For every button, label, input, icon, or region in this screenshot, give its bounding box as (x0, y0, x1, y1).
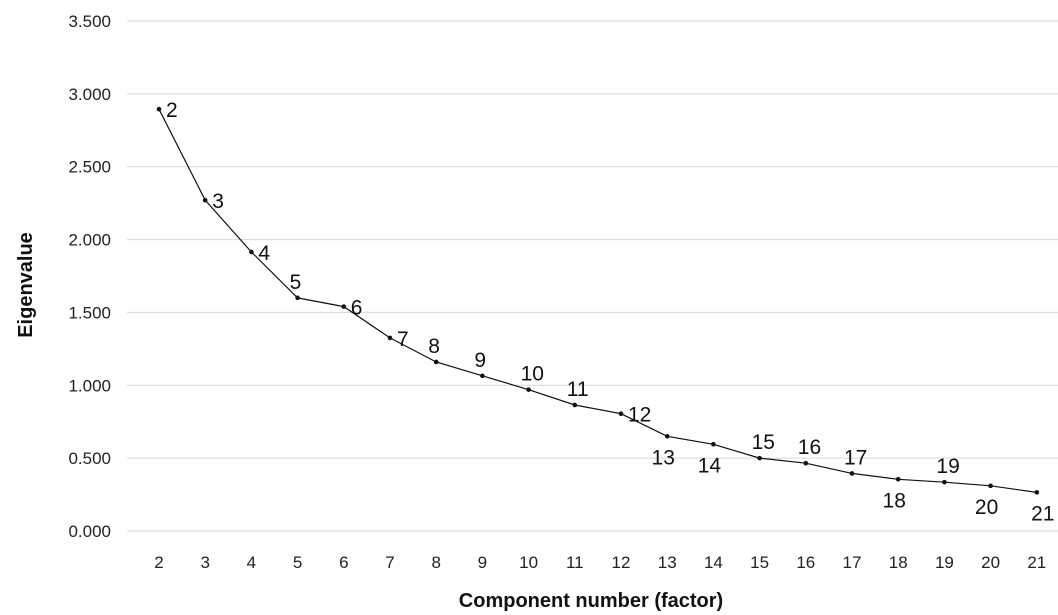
y-axis-title: Eigenvalue (15, 232, 37, 338)
data-point (387, 335, 393, 341)
point-label: 10 (521, 363, 544, 386)
data-point (480, 373, 485, 379)
data-point (526, 387, 531, 392)
data-point (433, 359, 439, 365)
y-tick-label: 2.500 (68, 158, 111, 177)
data-point (202, 197, 208, 203)
data-point (618, 411, 624, 417)
point-label: 3 (212, 190, 224, 213)
data-point (803, 460, 809, 466)
point-label: 5 (290, 271, 302, 294)
x-tick-label: 2 (154, 553, 163, 572)
data-point (572, 402, 578, 408)
data-point (664, 433, 670, 439)
point-label: 19 (936, 455, 959, 478)
point-label: 7 (397, 328, 409, 351)
data-point (895, 476, 901, 482)
y-tick-label: 3.500 (68, 12, 111, 31)
x-tick-label: 8 (431, 553, 440, 572)
point-label: 16 (798, 436, 821, 459)
y-tick-label: 1.500 (68, 303, 111, 322)
data-point (849, 471, 855, 476)
point-label: 6 (351, 297, 363, 320)
x-tick-label: 14 (704, 553, 723, 572)
point-label: 11 (567, 378, 589, 401)
data-point (757, 455, 762, 461)
x-tick-label: 18 (889, 553, 908, 572)
point-label: 8 (428, 335, 440, 358)
x-tick-label: 10 (519, 553, 538, 572)
y-tick-label: 3.000 (68, 85, 111, 104)
point-label: 4 (258, 242, 270, 265)
x-tick-label: 6 (339, 553, 348, 572)
eigenvalue-line (158, 108, 1037, 493)
x-tick-label: 16 (796, 553, 815, 572)
y-tick-label: 1.000 (68, 376, 111, 395)
x-tick-label: 9 (478, 553, 487, 572)
x-tick-label: 5 (293, 553, 302, 572)
point-label: 21 (1031, 502, 1054, 525)
point-label: 9 (474, 349, 486, 372)
x-tick-label: 3 (200, 553, 209, 572)
data-point (341, 304, 347, 309)
x-tick-label: 12 (612, 553, 631, 572)
x-tick-label: 21 (1027, 553, 1046, 572)
x-tick-label: 7 (385, 553, 394, 572)
data-point (295, 295, 300, 301)
point-label: 17 (844, 446, 867, 469)
x-tick-label: 20 (981, 553, 1000, 572)
data-point (249, 249, 254, 255)
data-point (1034, 490, 1040, 495)
y-tick-label: 2.000 (68, 231, 111, 250)
data-point (988, 483, 993, 489)
x-tick-label: 19 (935, 553, 954, 572)
point-label: 18 (883, 489, 906, 512)
y-axis-ticks: 0.000 0.500 1.000 1.500 2.000 2.500 3.000 3.500 (68, 12, 111, 541)
x-tick-label: 4 (247, 553, 256, 572)
data-point (942, 479, 947, 485)
point-label: 15 (752, 431, 775, 454)
x-tick-label: 15 (750, 553, 769, 572)
data-point (156, 106, 162, 112)
point-label: 12 (628, 404, 651, 427)
x-tick-label: 17 (843, 553, 862, 572)
x-tick-label: 13 (658, 553, 677, 572)
point-label: 14 (698, 454, 722, 477)
point-label: 20 (975, 496, 998, 519)
data-points (156, 106, 1040, 495)
y-tick-label: 0.000 (68, 522, 111, 541)
x-axis-ticks: 2 3 4 5 6 7 8 9 10 11 12 13 14 15 16 17 18 19 20 21 (154, 553, 1046, 572)
gridlines (127, 20, 1058, 532)
y-tick-label: 0.500 (68, 449, 111, 468)
point-label: 2 (166, 99, 178, 122)
point-label: 13 (652, 446, 675, 469)
x-axis-title: Component number (factor) (459, 590, 723, 612)
x-tick-label: 11 (566, 553, 584, 572)
data-point (711, 442, 716, 447)
